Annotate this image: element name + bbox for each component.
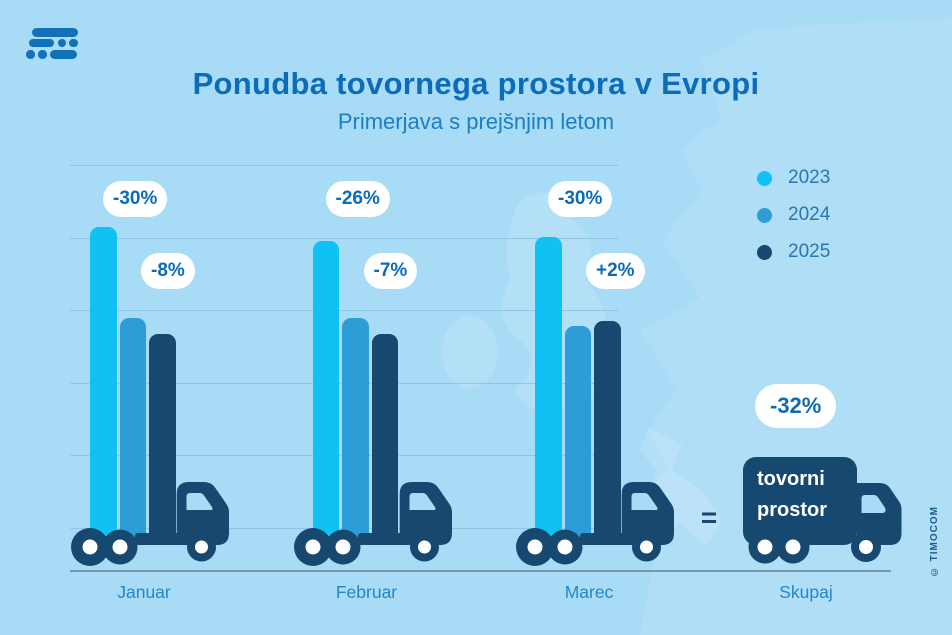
legend-label-2024: 2024 [788,204,831,225]
change-badge-total: -32% [755,384,837,428]
bar-2023-januar [90,227,117,545]
copyright-notice: © TIMOCOM [929,505,940,577]
logo-dot [38,50,47,59]
page-subtitle: Primerjava s prejšnjim letom [337,109,615,134]
bar-2025-februar [371,333,398,545]
truck-cab-icon-marec [516,482,674,566]
bar-2025-januar [149,333,176,545]
category-label-skupaj: Skupaj [779,582,833,602]
legend: 2023 2024 2025 [757,167,830,278]
truck-cab-icon-januar [71,482,229,566]
logo-dot [57,38,66,47]
logo-dot [69,38,78,47]
logo-bar [29,38,54,47]
change-badge-2025-januar: -8% [141,253,195,289]
timocom-logo [24,28,80,62]
truck-text-line-2: prostor [757,499,827,521]
truck-cargo-text: tovorni prostor [757,464,857,526]
bar-2024-marec [564,325,591,545]
x-axis-line [70,570,891,572]
category-label-marec: Marec [564,582,614,602]
change-badge-2025-marec: +2% [586,253,645,289]
gridline [70,310,618,311]
legend-dot-2023 [757,170,772,186]
bar-2024-januar [119,317,146,545]
gridline [70,237,618,239]
cargo-truck-icon [743,457,902,564]
bar-2023-marec [535,236,562,545]
bar-2025-marec [594,320,621,545]
truck-cab-icon-februar [293,482,452,566]
legend-dot-2024 [757,207,772,223]
change-badge-2025-februar: -7% [363,253,418,289]
logo-dot [26,50,35,59]
gridline [70,165,618,166]
change-badge-2024-januar: -30% [103,181,168,217]
page-title: Ponudba tovornega prostora v Evropi [192,66,760,101]
legend-dot-2025 [757,244,772,260]
logo-bar [50,50,77,59]
change-badge-2024-februar: -26% [325,181,390,217]
logo-bar [32,28,78,37]
bar-2024-februar [342,317,369,545]
category-label-januar: Januar [117,582,171,602]
legend-label-2025: 2025 [788,241,831,262]
equals-sign: = [700,502,718,533]
category-label-februar: Februar [335,582,398,602]
change-badge-2024-marec: -30% [548,181,613,217]
legend-item-2024: 2024 [757,204,830,226]
legend-item-2025: 2025 [757,241,830,263]
truck-text-line-1: tovorni [757,468,825,490]
legend-item-2023: 2023 [757,167,830,189]
bar-2023-februar [312,241,339,545]
legend-label-2023: 2023 [788,167,831,188]
